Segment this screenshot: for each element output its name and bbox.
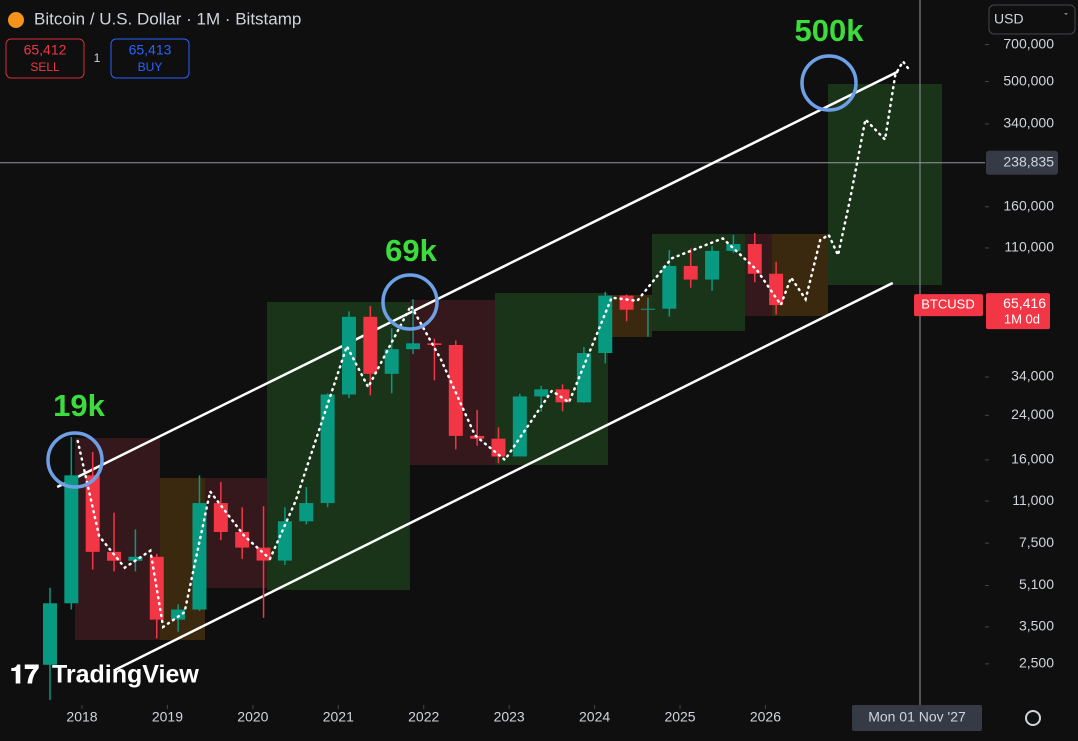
annotation: 19k — [53, 388, 105, 423]
annotation: 500k — [795, 13, 865, 48]
y-tick-label: 2,500 — [1019, 655, 1054, 671]
spread: 1 — [94, 51, 101, 65]
candle-body — [747, 244, 762, 274]
zone — [495, 293, 608, 465]
candle-body — [171, 609, 186, 620]
y-tick-label: 3,500 — [1019, 618, 1054, 634]
candle-body — [576, 353, 591, 403]
symbol-tag-bg — [914, 294, 983, 317]
candle-body — [256, 547, 271, 561]
bitcoin-icon — [8, 12, 24, 28]
candle-body — [619, 295, 634, 310]
candle-body — [42, 603, 57, 665]
candle-body — [128, 556, 143, 561]
x-tick-label: 2020 — [237, 709, 268, 725]
annotation: 69k — [385, 233, 437, 268]
trendlines — [56, 70, 899, 671]
candle-body — [662, 265, 677, 309]
y-tick-label: 110,000 — [1004, 239, 1054, 255]
candle-body — [598, 295, 613, 354]
crosshair-date-bg — [852, 705, 982, 731]
candle-body — [683, 265, 698, 280]
x-tick-label: 2022 — [408, 709, 439, 725]
y-tick-label: 340,000 — [1003, 115, 1054, 131]
candle-body — [448, 344, 463, 436]
chart-title: Bitcoin / U.S. Dollar · 1M · Bitstamp — [34, 9, 301, 28]
candle-body — [235, 532, 250, 548]
symbol-tag: BTCUSD — [921, 297, 974, 312]
candle-body — [299, 503, 314, 522]
price-axis-bg — [985, 0, 1078, 741]
projection — [76, 59, 912, 630]
candle-body — [320, 394, 335, 504]
buy-label: BUY — [138, 60, 163, 74]
y-tick-label: 11,000 — [1012, 492, 1054, 508]
candle-body — [107, 551, 122, 561]
logo-mark: 𝟏𝟕 — [10, 659, 39, 689]
y-tick-label: 16,000 — [1011, 451, 1054, 467]
crosshair-date: Mon 01 Nov '27 — [868, 709, 966, 725]
x-tick-label: 2018 — [66, 709, 97, 725]
trendline — [56, 70, 899, 489]
crosshair-price: 238,835 — [1003, 153, 1054, 169]
crosshair-price-bg — [986, 150, 1058, 175]
sell-label: SELL — [30, 60, 60, 74]
candle-body — [363, 316, 378, 374]
candle-body — [341, 316, 356, 395]
candle-body — [192, 503, 207, 610]
countdown: 1M 0d — [1004, 312, 1040, 327]
logo: TradingView — [52, 661, 199, 689]
candle-body — [534, 389, 549, 397]
currency-select[interactable] — [988, 4, 1076, 35]
x-tick-label: 2024 — [579, 709, 610, 725]
candle-body — [640, 308, 655, 310]
trendline — [114, 281, 894, 671]
y-tick-label: 24,000 — [1011, 406, 1054, 422]
x-tick-label: 2019 — [152, 709, 183, 725]
x-tick-label: 2026 — [750, 709, 781, 725]
x-tick-label: 2025 — [664, 709, 695, 725]
candle-body — [769, 273, 784, 306]
candle-body — [149, 556, 164, 620]
sell-price: 65,412 — [24, 42, 67, 58]
sell-button[interactable] — [5, 38, 85, 79]
last-price: 65,416 — [1003, 295, 1046, 311]
buy-button[interactable] — [110, 38, 190, 79]
highlight-circle — [46, 431, 104, 489]
settings-icon[interactable] — [1025, 710, 1041, 726]
y-tick-label: 700,000 — [1003, 35, 1054, 51]
currency: USD — [994, 11, 1024, 27]
y-tick-label: 5,100 — [1019, 576, 1054, 592]
y-tick-label: 34,000 — [1011, 368, 1054, 384]
highlight-circle — [800, 54, 858, 112]
zone — [828, 84, 942, 285]
x-tick-label: 2021 — [323, 709, 354, 725]
candle-body — [427, 343, 442, 345]
highlight-circle — [381, 273, 439, 331]
dropdown-arrow: ˇ — [1064, 12, 1068, 24]
candle-body — [512, 396, 527, 457]
y-tick-label: 160,000 — [1003, 197, 1054, 213]
x-tick-label: 2023 — [494, 709, 525, 725]
buy-price: 65,413 — [129, 42, 172, 58]
candle-body — [384, 349, 399, 374]
y-tick-label: 7,500 — [1019, 534, 1054, 550]
projection-path — [76, 59, 912, 630]
candle-body — [277, 521, 292, 561]
y-tick-label: 500,000 — [1003, 72, 1054, 88]
highlights — [46, 54, 858, 489]
candle-body — [406, 343, 421, 350]
last-price-bg — [986, 293, 1050, 330]
candle-body — [705, 250, 720, 280]
candle-body — [64, 475, 79, 604]
candle-body — [726, 244, 741, 251]
